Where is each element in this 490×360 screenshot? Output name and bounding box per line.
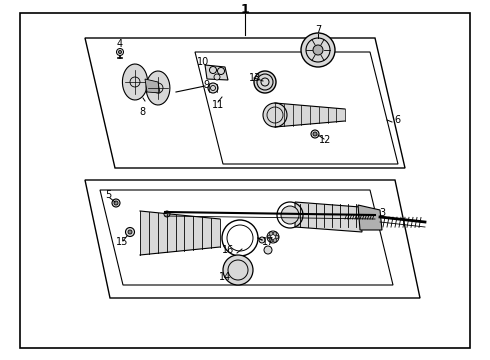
Circle shape bbox=[281, 206, 299, 224]
Circle shape bbox=[306, 38, 330, 62]
Circle shape bbox=[301, 33, 335, 67]
Text: 6: 6 bbox=[394, 115, 400, 125]
Text: 17: 17 bbox=[262, 237, 274, 247]
Polygon shape bbox=[275, 103, 345, 127]
Circle shape bbox=[211, 86, 216, 90]
Circle shape bbox=[125, 228, 134, 237]
Circle shape bbox=[311, 130, 319, 138]
Circle shape bbox=[128, 230, 132, 234]
Circle shape bbox=[223, 255, 253, 285]
Circle shape bbox=[275, 235, 279, 239]
Circle shape bbox=[112, 199, 120, 207]
Circle shape bbox=[264, 246, 272, 254]
Circle shape bbox=[263, 103, 287, 127]
Circle shape bbox=[273, 239, 277, 242]
Circle shape bbox=[119, 50, 122, 54]
Text: 12: 12 bbox=[319, 135, 331, 145]
Circle shape bbox=[117, 49, 123, 55]
Circle shape bbox=[214, 74, 220, 80]
Text: 14: 14 bbox=[219, 272, 231, 282]
Circle shape bbox=[254, 71, 276, 93]
Polygon shape bbox=[122, 64, 147, 100]
Polygon shape bbox=[140, 211, 220, 255]
Polygon shape bbox=[145, 79, 160, 93]
Circle shape bbox=[257, 74, 273, 90]
Text: 3: 3 bbox=[379, 208, 385, 218]
Circle shape bbox=[313, 132, 317, 136]
Polygon shape bbox=[146, 71, 170, 105]
Circle shape bbox=[210, 67, 217, 73]
Polygon shape bbox=[295, 202, 362, 232]
Text: 10: 10 bbox=[197, 57, 209, 67]
Circle shape bbox=[164, 211, 170, 217]
Text: 9: 9 bbox=[203, 80, 209, 90]
Text: 15: 15 bbox=[116, 237, 128, 247]
Circle shape bbox=[313, 45, 323, 55]
Circle shape bbox=[259, 237, 265, 243]
Text: 5: 5 bbox=[105, 190, 111, 200]
Circle shape bbox=[269, 239, 273, 242]
Circle shape bbox=[267, 235, 271, 239]
Text: 13: 13 bbox=[249, 73, 261, 83]
Circle shape bbox=[273, 232, 277, 235]
Text: 1: 1 bbox=[241, 3, 249, 15]
Circle shape bbox=[269, 232, 273, 235]
Polygon shape bbox=[358, 205, 382, 230]
Polygon shape bbox=[205, 65, 228, 80]
Text: 11: 11 bbox=[212, 100, 224, 110]
Text: 7: 7 bbox=[315, 25, 321, 35]
Circle shape bbox=[218, 68, 224, 75]
Text: 4: 4 bbox=[117, 39, 123, 49]
Circle shape bbox=[114, 201, 118, 205]
Text: 8: 8 bbox=[139, 107, 145, 117]
Text: 16: 16 bbox=[222, 245, 234, 255]
Circle shape bbox=[208, 83, 218, 93]
